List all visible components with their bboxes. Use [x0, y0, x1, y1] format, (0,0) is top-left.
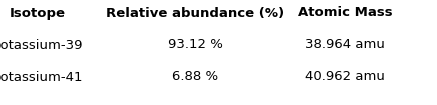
Text: 38.964 amu: 38.964 amu — [305, 39, 385, 51]
Text: 6.88 %: 6.88 % — [172, 70, 218, 83]
Text: Relative abundance (%): Relative abundance (%) — [106, 7, 284, 20]
Text: potassium-41: potassium-41 — [0, 70, 83, 83]
Text: Atomic Mass: Atomic Mass — [298, 7, 392, 20]
Text: 40.962 amu: 40.962 amu — [305, 70, 385, 83]
Text: potassium-39: potassium-39 — [0, 39, 83, 51]
Text: 93.12 %: 93.12 % — [167, 39, 222, 51]
Text: Isotope: Isotope — [10, 7, 66, 20]
